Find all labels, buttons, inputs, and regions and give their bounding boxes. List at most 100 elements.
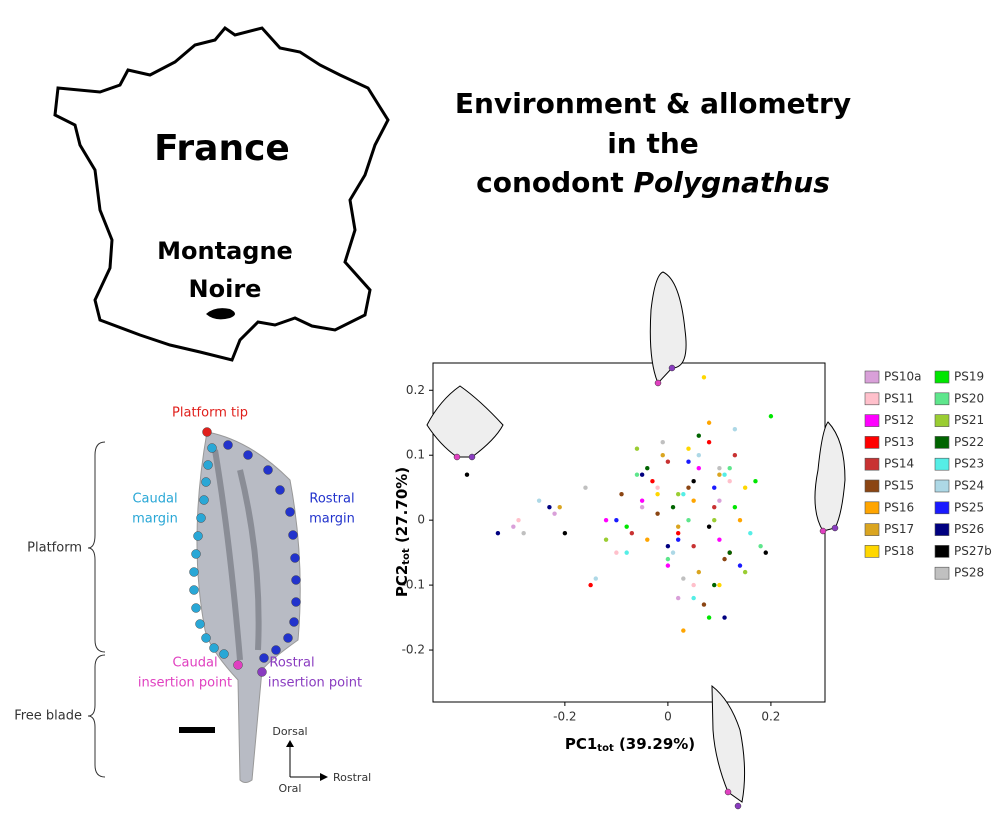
label-platform-tip: Platform tip: [172, 406, 248, 421]
point: [686, 517, 691, 523]
title-part: conodont: [476, 166, 633, 199]
point: [619, 491, 624, 497]
landmark: [271, 645, 281, 655]
landmark: [291, 597, 301, 607]
france-map: [53, 25, 390, 362]
point: [748, 530, 753, 536]
legend-label: PS27b: [954, 544, 992, 558]
axis-sub: tot: [401, 548, 412, 565]
label-rostral-margin: margin: [309, 512, 355, 527]
point: [717, 582, 722, 588]
point: [665, 556, 671, 562]
axis-sub: tot: [597, 743, 614, 754]
orientation-axes: [289, 745, 322, 778]
y-tick-label: 0.2: [406, 383, 425, 397]
y-tick-label: 0: [417, 513, 425, 527]
point: [706, 420, 712, 425]
legend-label: PS19: [954, 370, 984, 384]
legend-swatch: [864, 414, 880, 427]
label-rostral-insertion: Rostral: [269, 656, 314, 671]
point: [614, 517, 619, 523]
y-tick-label: -0.1: [402, 578, 425, 592]
point: [675, 524, 681, 529]
legend-label: PS22: [954, 435, 984, 449]
landmark: [193, 531, 203, 541]
label-rostral-insertion: insertion point: [268, 676, 362, 691]
landmark: [290, 553, 300, 563]
landmark: [189, 567, 199, 577]
ylabel-label: PC2tot (27.70%): [393, 467, 413, 597]
legend-swatch: [934, 414, 950, 427]
legend-swatch: [864, 436, 880, 449]
point: [552, 511, 557, 516]
point: [675, 595, 681, 601]
legend-swatch: [864, 457, 880, 471]
title: Environment & allometry: [455, 87, 851, 120]
point: [464, 472, 470, 477]
x-tick-label: 0: [664, 710, 672, 724]
point: [655, 491, 660, 497]
point: [717, 472, 722, 477]
legend-label: PS18: [884, 544, 914, 558]
legend-swatch: [864, 501, 880, 515]
legend-swatch: [934, 501, 950, 515]
legend-label: PS21: [954, 413, 984, 427]
label-oral: Oral: [279, 782, 302, 795]
outline-shape: [711, 684, 746, 803]
landmark: [203, 460, 213, 470]
point: [634, 472, 640, 477]
point: [603, 537, 609, 542]
map-region: Montagne: [157, 237, 293, 265]
point: [701, 602, 707, 607]
landmarks: [189, 427, 301, 677]
landmark: [263, 465, 273, 475]
point: [696, 569, 701, 575]
point: [763, 550, 768, 555]
point: [686, 446, 691, 451]
landmark: [259, 653, 269, 663]
montagne-noire-mark: [206, 308, 235, 320]
y-tick-label: -0.2: [402, 643, 425, 657]
point: [737, 517, 743, 523]
landmark: [219, 649, 229, 659]
point: [686, 485, 691, 490]
landmark: [209, 643, 219, 653]
outline-shape: [649, 271, 687, 384]
point: [665, 543, 671, 549]
landmark: [289, 617, 299, 627]
point: [675, 491, 681, 497]
landmark: [257, 667, 267, 677]
legend-label: PS14: [884, 457, 914, 471]
point: [742, 485, 748, 490]
legend-label: PS23: [954, 457, 984, 471]
label-caudal-insertion: insertion point: [138, 676, 232, 691]
point: [732, 453, 738, 458]
axis-rest: (27.70%): [393, 467, 411, 548]
point: [701, 375, 707, 380]
point: [742, 569, 748, 575]
point: [686, 459, 691, 464]
point: [737, 563, 743, 568]
point: [717, 498, 722, 503]
point: [624, 524, 629, 529]
point: [696, 466, 701, 471]
point: [727, 466, 732, 471]
point: [696, 433, 701, 438]
label-caudal-margin: Caudal: [132, 492, 177, 507]
point: [624, 550, 629, 555]
label-free-blade: Free blade: [14, 709, 82, 724]
landmark: [283, 633, 293, 643]
x-tick-label: 0.2: [761, 710, 780, 724]
legend-swatch: [934, 523, 950, 536]
specimen-ridge: [212, 449, 262, 661]
point: [593, 576, 598, 581]
arrowheads: [286, 740, 328, 781]
point: [732, 504, 738, 510]
xlabel-label: PC1tot (39.29%): [565, 735, 695, 755]
point: [675, 537, 681, 542]
y-tick-label: 0.1: [406, 448, 425, 462]
landmark: [201, 477, 211, 487]
landmark: [191, 603, 201, 613]
legend-label: PS17: [884, 522, 914, 536]
